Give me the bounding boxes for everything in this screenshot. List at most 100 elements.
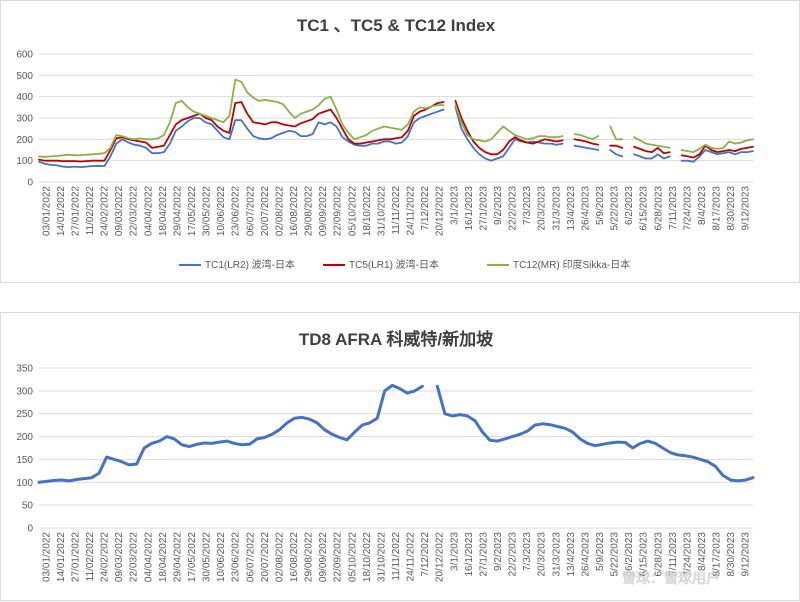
x-tick-label: 8/30/2023: [726, 532, 737, 577]
x-tick-label: 27/01/2022: [70, 532, 81, 582]
legend-label: TC12(MR) 印度Sikka-日本: [513, 258, 630, 271]
y-tick-label: 200: [16, 135, 33, 146]
x-tick-label: 22/03/2022: [129, 186, 140, 236]
x-tick-label: 29/08/2022: [304, 532, 315, 582]
chart-panel-top: TC1 、TC5 & TC12 Index 0 100 200 300 400 500 600…: [0, 0, 800, 283]
x-tick-label: 9/2/2023: [493, 532, 504, 571]
y-tick-label: 500: [16, 71, 33, 82]
chart-top-svg: TC1 、TC5 & TC12 Index 0 100 200 300 400 500 600…: [16, 16, 754, 271]
x-tick-label: 3/1/2023: [449, 186, 460, 225]
x-tick-label: 22/03/2022: [129, 532, 140, 582]
x-tick-label: 20/07/2022: [260, 186, 271, 236]
x-tick-label: 17/05/2022: [187, 186, 198, 236]
x-tick-label: 03/01/2022: [41, 186, 52, 236]
watermark: 雪球：雪球用户: [618, 566, 788, 595]
watermark-svg: 雪球：雪球用户: [622, 570, 721, 587]
x-tick-label: 6/28/2023: [653, 532, 664, 577]
x-tick-label: 16/1/2023: [464, 186, 475, 231]
x-tick-label: 16/08/2022: [289, 186, 300, 236]
x-tick-label: 02/08/2022: [274, 186, 285, 236]
x-tick-label: 24/02/2022: [100, 532, 111, 582]
x-tick-label: 22/09/2022: [333, 532, 344, 582]
x-tick-label: 5/9/2023: [595, 186, 606, 225]
x-tick-label: 11/02/2022: [85, 532, 96, 582]
x-tick-label: 31/10/2022: [376, 532, 387, 582]
x-tick-label: 14/01/2022: [56, 532, 67, 582]
legend-label: TC1(LR2) 波湾-日本: [205, 258, 295, 271]
x-tick-label: 8/17/2023: [712, 186, 723, 231]
y-tick-label: 600: [16, 50, 33, 61]
series-line-1: [38, 106, 754, 168]
x-tick-label: 8/4/2023: [697, 532, 708, 571]
x-tick-label: 7/11/2023: [668, 532, 679, 576]
x-tick-label: 09/03/2022: [114, 532, 125, 582]
x-tick-label: 31/10/2022: [376, 186, 387, 236]
x-tick-label: 14/01/2022: [56, 186, 67, 236]
x-tick-label: 09/09/2022: [318, 532, 329, 582]
x-tick-label: 7/24/2023: [682, 186, 693, 231]
x-tick-label: 27/01/2022: [70, 186, 81, 236]
x-tick-label: 20/12/2022: [435, 186, 446, 236]
x-tick-label: 22/2/2023: [508, 186, 519, 231]
x-tick-label: 7/3/2023: [522, 186, 533, 225]
x-tick-label: 05/10/2022: [347, 532, 358, 582]
x-tick-label: 24/02/2022: [100, 186, 111, 236]
x-tick-label: 26/4/2023: [580, 532, 591, 577]
chart-title: TD8 AFRA 科威特/新加坡: [299, 329, 493, 349]
x-tick-label: 09/03/2022: [114, 186, 125, 236]
x-tick-label: 7/24/2023: [682, 532, 693, 577]
x-tick-label: 03/01/2022: [41, 532, 52, 582]
x-tick-label: 22/2/2023: [508, 532, 519, 577]
x-tick-label: 24/11/2022: [406, 532, 417, 582]
x-tick-label: 8/17/2023: [712, 532, 723, 577]
x-tick-label: 7/11/2023: [668, 186, 679, 230]
x-tick-label: 13/4/2023: [566, 186, 577, 231]
y-tick-label: 0: [27, 524, 33, 535]
x-tick-label: 22/09/2022: [333, 186, 344, 236]
watermark-text: 雪球：雪球用户: [622, 570, 720, 586]
x-tick-label: 7/3/2023: [522, 532, 533, 571]
x-tick-label: 16/08/2022: [289, 532, 300, 582]
x-tick-label: 31/3/2023: [551, 186, 562, 231]
x-tick-label: 8/30/2023: [726, 186, 737, 231]
y-tick-label: 300: [16, 386, 33, 397]
x-tick-label: 23/06/2022: [231, 186, 242, 236]
x-tick-label: 5/22/2023: [610, 186, 621, 231]
x-tick-label: 20/3/2023: [537, 186, 548, 231]
x-tick-label: 6/28/2023: [653, 186, 664, 231]
x-tick-label: 10/06/2022: [216, 532, 227, 582]
chart-panel-bottom: TD8 AFRA 科威特/新加坡 0 50 100 150 200 250 300 350 03/…: [0, 312, 800, 601]
x-tick-label: 20/3/2023: [537, 532, 548, 577]
x-tick-label: 5/22/2023: [610, 532, 621, 577]
x-tick-label: 30/05/2022: [202, 532, 213, 582]
x-tick-label: 6/15/2023: [639, 186, 650, 231]
x-tick-label: 10/06/2022: [216, 186, 227, 236]
x-tick-label: 9/2/2023: [493, 186, 504, 225]
x-tick-label: 02/08/2022: [274, 532, 285, 582]
x-tick-label: 30/05/2022: [202, 186, 213, 236]
x-tick-label: 6/2/2023: [624, 186, 635, 225]
legend-label: TC5(LR1) 波湾-日本: [349, 258, 439, 271]
x-tick-label: 11/11/2022: [391, 186, 402, 235]
x-tick-label: 04/04/2022: [143, 532, 154, 582]
x-tick-label: 20/12/2022: [435, 532, 446, 582]
y-tick-label: 350: [16, 364, 33, 375]
x-tick-label: 7/12/2022: [420, 186, 431, 231]
x-tick-label: 9/12/2023: [741, 186, 752, 231]
x-tick-label: 17/05/2022: [187, 532, 198, 582]
x-tick-label: 11/11/2022: [391, 532, 402, 581]
x-tick-label: 29/04/2022: [172, 532, 183, 582]
x-tick-label: 18/04/2022: [158, 186, 169, 236]
x-tick-label: 31/3/2023: [551, 532, 562, 577]
y-tick-label: 100: [16, 156, 33, 167]
x-tick-label: 24/11/2022: [406, 186, 417, 236]
x-tick-label: 27/1/2023: [478, 532, 489, 577]
series-line-2: [38, 100, 754, 163]
x-tick-label: 7/12/2022: [420, 532, 431, 577]
x-tick-label: 26/4/2023: [580, 186, 591, 231]
y-tick-label: 200: [16, 432, 33, 443]
y-tick-label: 250: [16, 409, 33, 420]
series-line-3: [38, 78, 754, 158]
x-tick-label: 18/10/2022: [362, 532, 373, 582]
y-tick-label: 100: [16, 478, 33, 489]
